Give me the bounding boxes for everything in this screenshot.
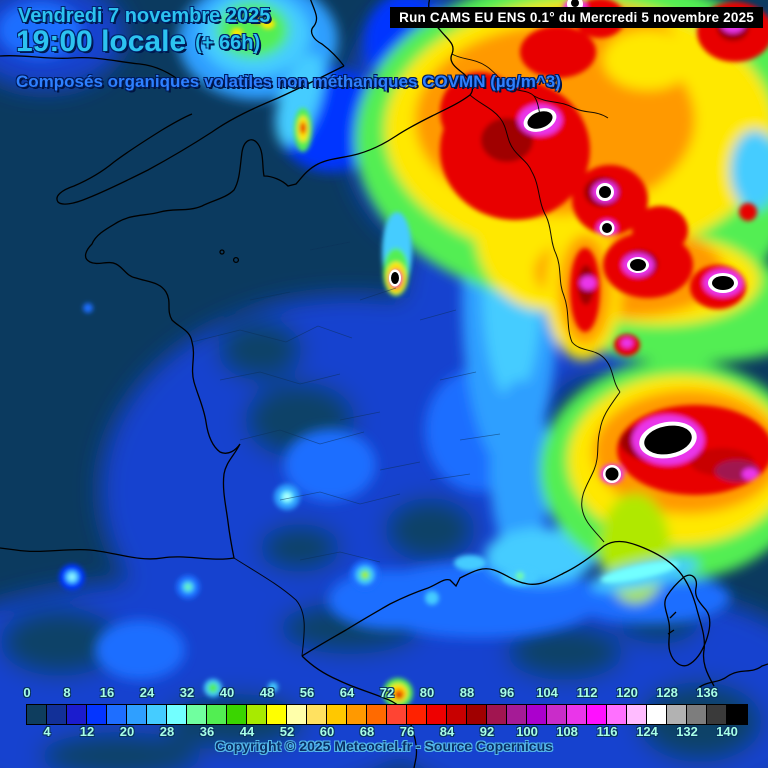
legend-cell [87, 705, 107, 724]
legend-cell [287, 705, 307, 724]
legend-cell [527, 705, 547, 724]
legend-tick: 4 [43, 724, 51, 739]
legend-cell [587, 705, 607, 724]
map-subtitle: Composés organiques volatiles non méthan… [16, 72, 561, 91]
forecast-offset: (+ 66h) [195, 32, 261, 54]
legend-tick: 16 [99, 685, 115, 700]
legend-tick: 48 [259, 685, 275, 700]
legend-cell [687, 705, 707, 724]
country-borders [233, 53, 621, 657]
legend-tick: 132 [676, 724, 698, 739]
legend-tick: 76 [399, 724, 415, 739]
legend-cell [487, 705, 507, 724]
legend-tick: 140 [716, 724, 738, 739]
legend-tick: 96 [499, 685, 515, 700]
legend-tick: 28 [159, 724, 175, 739]
legend-cell [547, 705, 567, 724]
legend-cell [307, 705, 327, 724]
legend-tick: 124 [636, 724, 658, 739]
legend-cell [227, 705, 247, 724]
legend-tick: 108 [556, 724, 578, 739]
legend-tick: 100 [516, 724, 538, 739]
legend-tick: 0 [23, 685, 31, 700]
legend-tick: 56 [299, 685, 315, 700]
legend-tick: 128 [656, 685, 678, 700]
legend-tick: 40 [219, 685, 235, 700]
legend-tick: 52 [279, 724, 295, 739]
legend-cell [707, 705, 727, 724]
legend-cell [347, 705, 367, 724]
legend-tick: 36 [199, 724, 215, 739]
legend-cell [147, 705, 167, 724]
legend-cell [107, 705, 127, 724]
forecast-date: Vendredi 7 novembre 2025 [18, 5, 271, 27]
legend-cell [667, 705, 687, 724]
legend-tick: 84 [439, 724, 455, 739]
legend-cell [247, 705, 267, 724]
legend-tick: 32 [179, 685, 195, 700]
department-borders [191, 241, 501, 563]
legend-cell [727, 705, 747, 724]
legend-cell [127, 705, 147, 724]
legend-cell [627, 705, 647, 724]
legend-cell [27, 705, 47, 724]
legend-tick: 12 [79, 724, 95, 739]
legend-cell [387, 705, 407, 724]
legend-tick: 72 [379, 685, 395, 700]
legend-cell [427, 705, 447, 724]
legend-cell [367, 705, 387, 724]
legend-cell [267, 705, 287, 724]
legend-cell [47, 705, 67, 724]
legend-cell [207, 705, 227, 724]
forecast-time: 19:00 locale (+ 66h) [16, 25, 260, 59]
legend-cell [567, 705, 587, 724]
legend-cell [407, 705, 427, 724]
legend-tick: 20 [119, 724, 135, 739]
legend-tick: 92 [479, 724, 495, 739]
legend-tick: 112 [576, 685, 598, 700]
legend-tick: 24 [139, 685, 155, 700]
legend-cell [467, 705, 487, 724]
legend-cell [187, 705, 207, 724]
legend-tick: 44 [239, 724, 255, 739]
run-banner: Run CAMS EU ENS 0.1° du Mercredi 5 novem… [390, 7, 763, 28]
legend-tick: 104 [536, 685, 558, 700]
legend-cell [647, 705, 667, 724]
forecast-time-label: 19:00 locale [16, 25, 187, 58]
legend-cell [167, 705, 187, 724]
copyright-text: Copyright © 2025 Meteociel.fr - Source C… [215, 738, 553, 754]
legend-cell [607, 705, 627, 724]
legend-tick: 68 [359, 724, 375, 739]
legend-colorbar [26, 704, 748, 725]
legend-tick: 136 [696, 685, 718, 700]
legend-cell [507, 705, 527, 724]
legend-tick: 8 [63, 685, 71, 700]
legend-tick: 88 [459, 685, 475, 700]
legend-cell [67, 705, 87, 724]
legend-tick: 120 [616, 685, 638, 700]
extreme-cores [389, 0, 738, 483]
legend-tick: 116 [596, 724, 618, 739]
legend-tick: 80 [419, 685, 435, 700]
legend-cell [447, 705, 467, 724]
legend-cell [327, 705, 347, 724]
legend-tick: 60 [319, 724, 335, 739]
legend-tick: 64 [339, 685, 355, 700]
